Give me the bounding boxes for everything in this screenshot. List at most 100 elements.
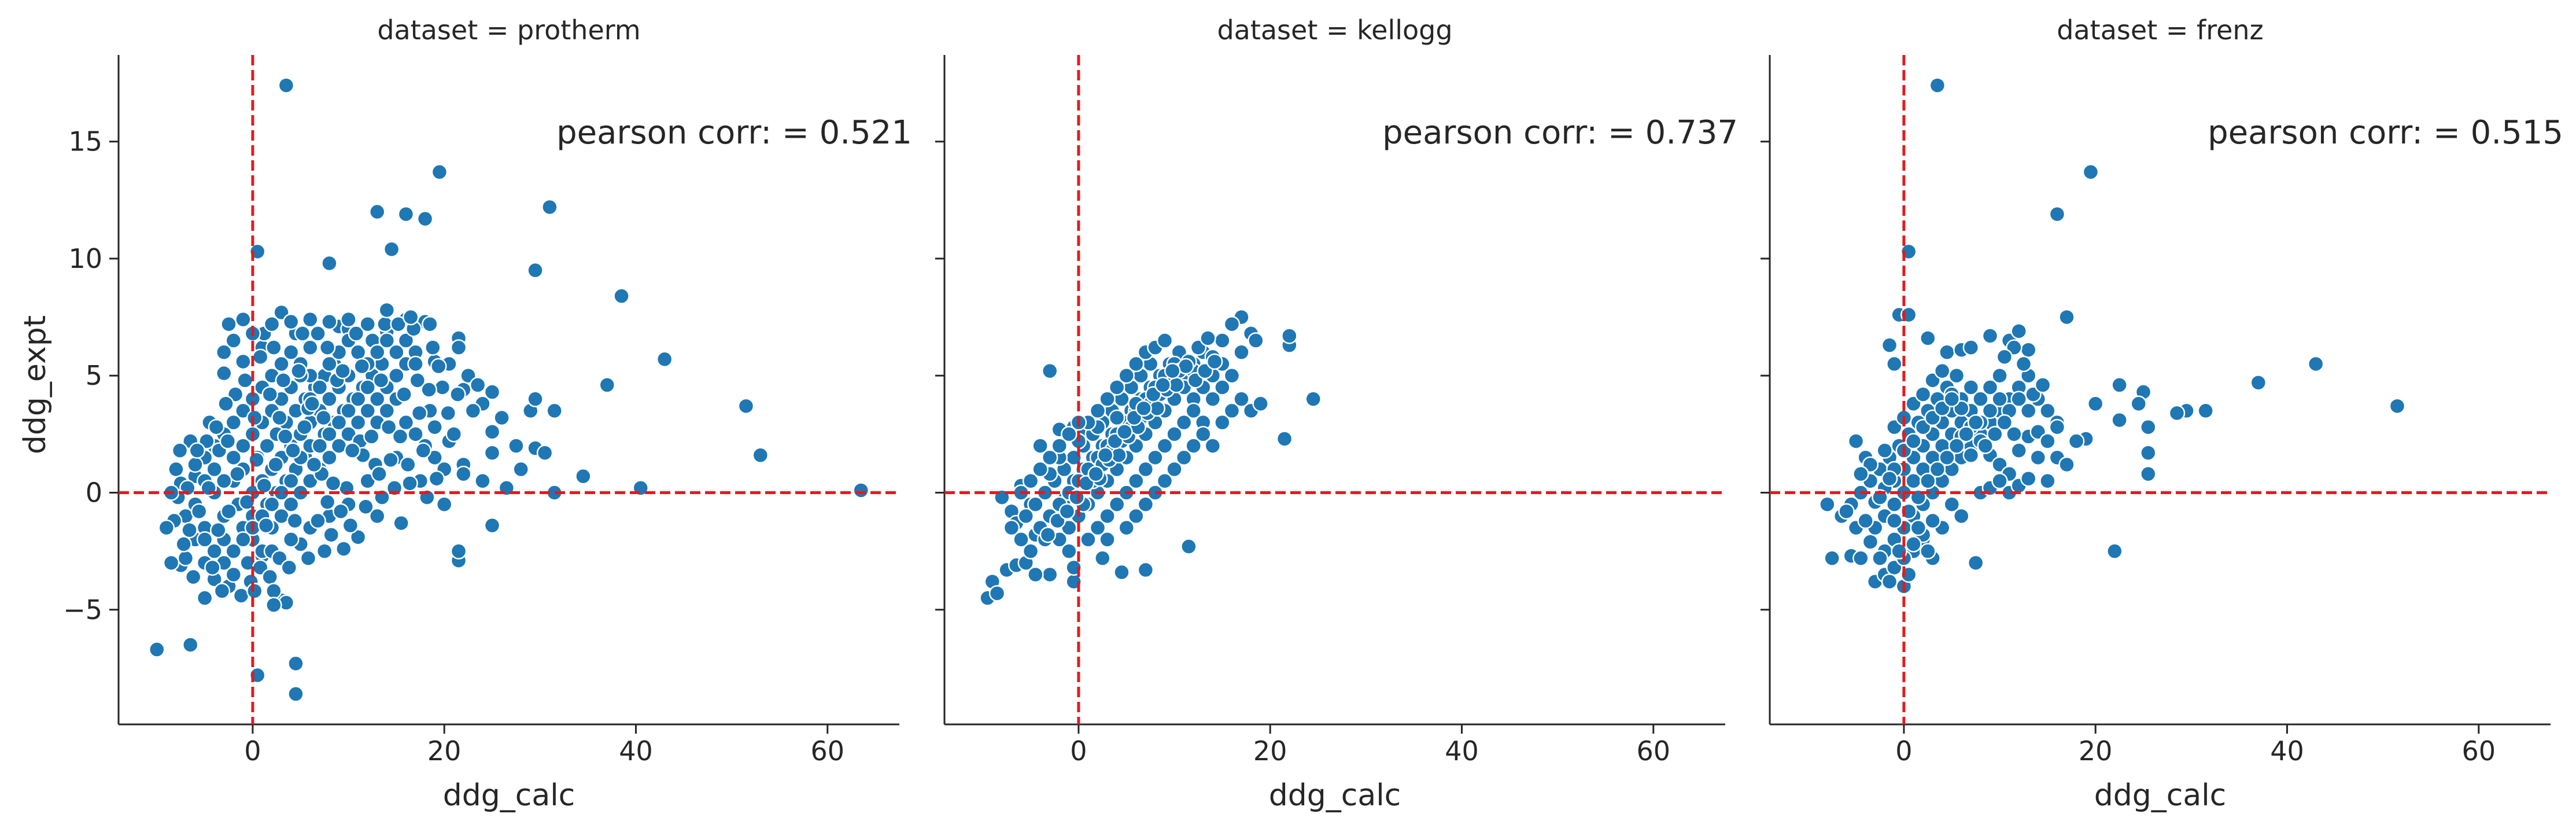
x-tick-label: 60 bbox=[2461, 735, 2496, 767]
scatter-point bbox=[1948, 437, 1965, 454]
scatter-point bbox=[1881, 470, 1898, 487]
scatter-point bbox=[527, 391, 544, 407]
scatter-point bbox=[1233, 344, 1250, 361]
scatter-point bbox=[1824, 550, 1840, 567]
x-tick-label: 60 bbox=[810, 735, 844, 767]
scatter-point bbox=[225, 566, 242, 583]
scatter-point bbox=[430, 358, 447, 375]
scatter-point bbox=[1108, 379, 1125, 396]
scatter-point bbox=[2307, 355, 2324, 373]
scatter-point bbox=[1164, 362, 1181, 380]
scatter-point bbox=[196, 590, 213, 606]
scatter-point bbox=[2034, 377, 2051, 393]
scatter-point bbox=[1910, 519, 1927, 536]
scatter-point bbox=[1204, 437, 1221, 454]
scatter-point bbox=[311, 379, 329, 396]
scatter-point bbox=[402, 308, 419, 326]
scatter-point bbox=[1041, 566, 1058, 583]
scatter-point bbox=[324, 475, 342, 492]
scatter-point bbox=[390, 315, 407, 333]
scatter-point bbox=[319, 339, 336, 356]
scatter-point bbox=[445, 426, 463, 443]
scatter-point bbox=[1953, 507, 1970, 525]
scatter-point bbox=[1206, 353, 1223, 370]
scatter-point bbox=[2068, 433, 2085, 450]
scatter-point bbox=[1166, 426, 1183, 443]
scatter-point bbox=[1061, 543, 1077, 559]
scatter-point bbox=[1223, 315, 1241, 333]
scatter-point bbox=[215, 473, 232, 489]
scatter-point bbox=[1939, 449, 1955, 466]
scatter-point bbox=[434, 379, 451, 396]
scatter-point bbox=[422, 315, 438, 333]
scatter-point bbox=[276, 428, 294, 445]
scatter-point bbox=[238, 494, 256, 510]
scatter-point bbox=[1080, 531, 1097, 548]
scatter-point bbox=[1137, 496, 1154, 513]
scatter-point bbox=[1981, 327, 1999, 344]
scatter-point bbox=[1948, 367, 1965, 384]
scatter-point bbox=[1003, 519, 1020, 536]
scatter-point bbox=[1920, 473, 1936, 489]
scatter-point bbox=[302, 339, 319, 356]
scatter-point bbox=[2058, 308, 2075, 326]
scatter-point bbox=[512, 461, 529, 478]
scatter-point bbox=[546, 402, 563, 419]
scatter-point bbox=[1128, 473, 1145, 489]
scatter-point bbox=[321, 426, 338, 443]
scatter-point bbox=[1924, 512, 1941, 529]
scatter-point bbox=[300, 550, 317, 567]
scatter-point bbox=[215, 365, 232, 382]
scatter-point bbox=[1967, 554, 1984, 572]
x-tick-label: 60 bbox=[1636, 735, 1670, 767]
scatter-point bbox=[575, 467, 592, 485]
scatter-point bbox=[304, 395, 320, 413]
scatter-point bbox=[1041, 449, 1058, 466]
scatter-point bbox=[187, 456, 204, 473]
scatter-point bbox=[158, 519, 175, 536]
scatter-point bbox=[1876, 442, 1894, 459]
scatter-point bbox=[1180, 538, 1197, 555]
scatter-point bbox=[393, 514, 409, 532]
scatter-point bbox=[1154, 377, 1171, 393]
scatter-point bbox=[175, 536, 192, 553]
scatter-point bbox=[282, 313, 300, 330]
scatter-point bbox=[235, 311, 252, 328]
scatter-point bbox=[1116, 424, 1133, 440]
scatter-point bbox=[1194, 426, 1212, 443]
scatter-point bbox=[1089, 519, 1106, 536]
scatter-point bbox=[321, 391, 338, 407]
scatter-point bbox=[309, 512, 326, 529]
scatter-point bbox=[1881, 573, 1898, 590]
scatter-point bbox=[368, 391, 386, 407]
scatter-point bbox=[235, 437, 252, 454]
scatter-point bbox=[1920, 330, 1936, 347]
scatter-point bbox=[344, 442, 361, 459]
scatter-point bbox=[1118, 367, 1135, 384]
scatter-point bbox=[1185, 402, 1202, 419]
scatter-point bbox=[407, 355, 424, 373]
scatter-point bbox=[382, 451, 399, 469]
scatter-point bbox=[208, 418, 225, 436]
scatter-point bbox=[1819, 496, 1836, 513]
scatter-point bbox=[383, 241, 400, 258]
scatter-point bbox=[599, 377, 616, 393]
scatter-point bbox=[305, 456, 323, 473]
scatter-point bbox=[2140, 444, 2157, 461]
scatter-point bbox=[415, 442, 431, 459]
scatter-point bbox=[1089, 402, 1106, 419]
scatter-point bbox=[190, 503, 208, 520]
scatter-point bbox=[1214, 379, 1231, 396]
scatter-point bbox=[1022, 473, 1039, 489]
scatter-point bbox=[271, 409, 288, 426]
scatter-point bbox=[1204, 391, 1221, 407]
scatter-point bbox=[1276, 430, 1293, 447]
scatter-point bbox=[1061, 426, 1077, 443]
scatter-point bbox=[225, 449, 242, 466]
y-tick-label: 10 bbox=[68, 243, 102, 274]
scatter-point bbox=[401, 475, 418, 492]
scatter-point bbox=[1032, 437, 1049, 454]
scatter-point bbox=[217, 395, 234, 413]
scatter-point bbox=[225, 414, 242, 431]
